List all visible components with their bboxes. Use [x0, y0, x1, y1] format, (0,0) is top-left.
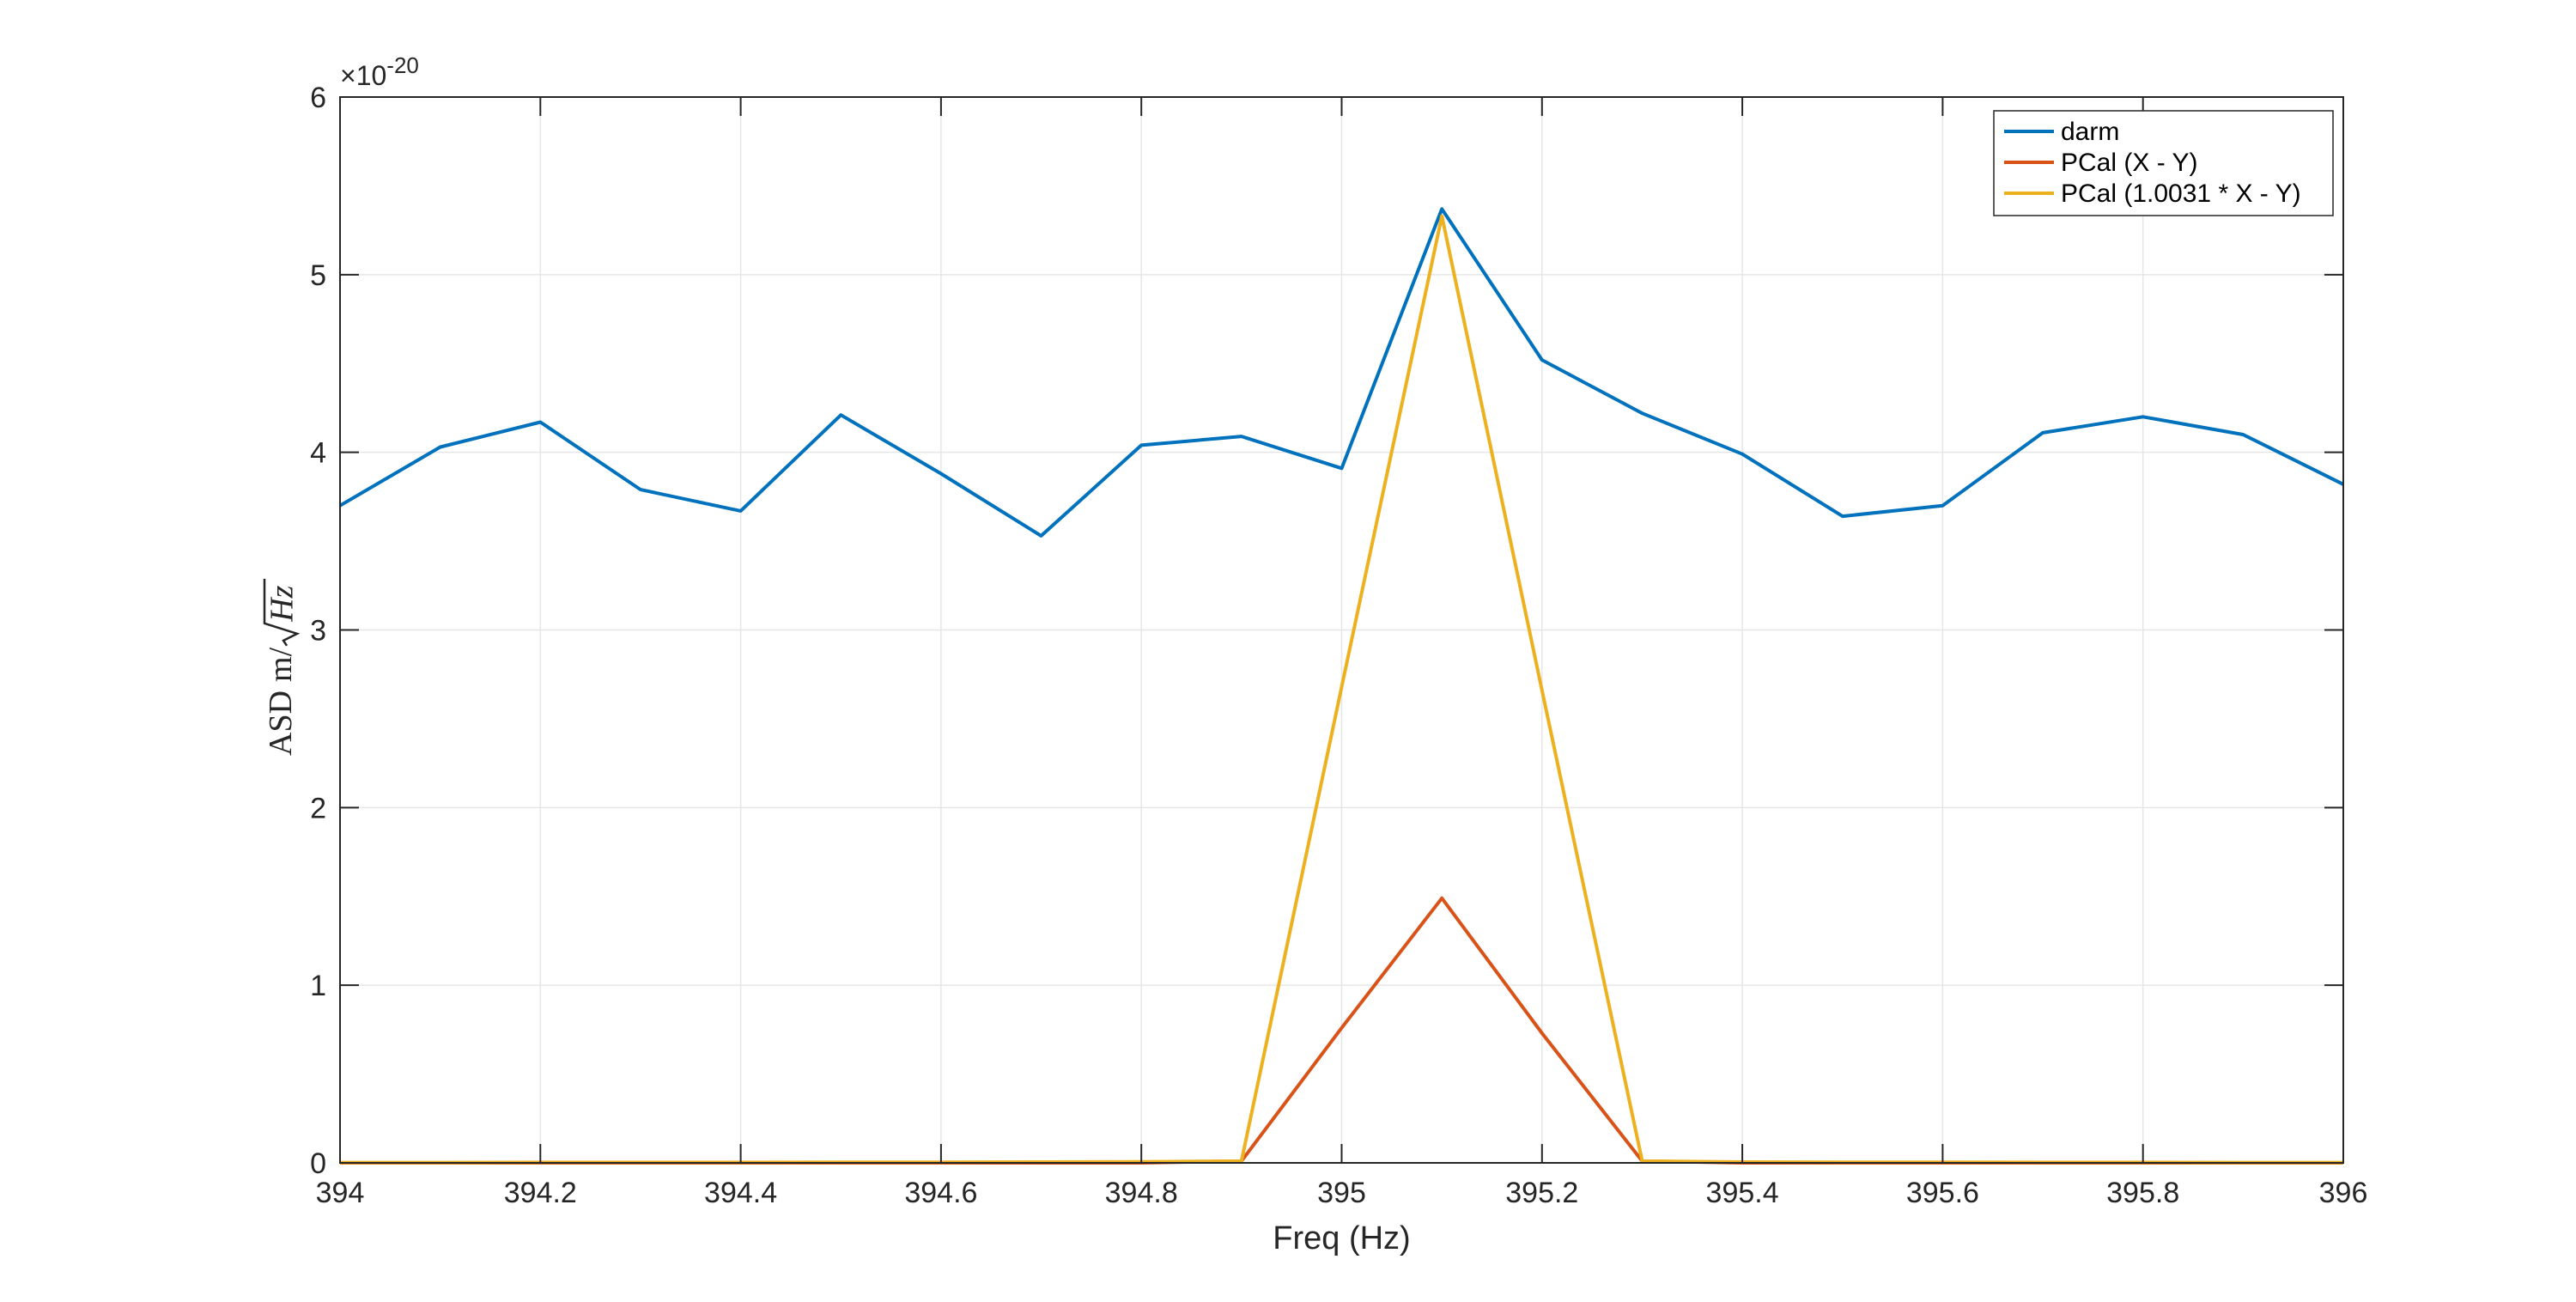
x-tick-label: 394.6: [904, 1177, 977, 1209]
y-axis-multiplier: ×10: [340, 60, 386, 91]
y-axis-exponent: ×10-20: [340, 52, 419, 91]
x-tick-label: 395: [1317, 1177, 1366, 1209]
y-tick-label: 6: [310, 82, 326, 114]
y-axis-label-unit: m/: [263, 647, 299, 682]
y-tick-label: 5: [310, 259, 326, 292]
x-tick-label: 395.8: [2106, 1177, 2179, 1209]
x-tick-label: 394.2: [504, 1177, 577, 1209]
x-tick-label: 395.2: [1505, 1177, 1578, 1209]
y-tick-label: 0: [310, 1147, 326, 1180]
x-tick-label: 394: [316, 1177, 365, 1209]
x-tick-label: 394.8: [1105, 1177, 1178, 1209]
legend-label-1: darm: [2061, 118, 2119, 146]
y-axis-label: ASD m/ Hz: [263, 578, 301, 756]
legend-label-2: PCal (X - Y): [2061, 149, 2197, 177]
x-axis-label: Freq (Hz): [1273, 1220, 1410, 1256]
legend: darm PCal (X - Y)PCal (1.0031 * X - Y): [1993, 110, 2334, 216]
x-tick-label: 394.4: [704, 1177, 777, 1209]
sqrt-symbol: [263, 578, 301, 647]
legend-label-3: PCal (1.0031 * X - Y): [2061, 179, 2301, 208]
x-tick-label: 395.4: [1706, 1177, 1779, 1209]
legend-box: [1993, 110, 2334, 216]
x-tick-label: 396: [2319, 1177, 2368, 1209]
y-tick-label: 2: [310, 792, 326, 824]
axis-ticks: [339, 96, 2344, 1164]
x-tick-label: 395.6: [1906, 1177, 1979, 1209]
y-axis-label-radicand: Hz: [264, 585, 301, 622]
y-axis-label-text: ASD m/: [263, 647, 299, 756]
y-tick-label: 4: [310, 437, 326, 470]
y-axis-label-prefix: ASD: [263, 691, 299, 756]
y-tick-label: 1: [310, 970, 326, 1002]
y-tick-label: 3: [310, 615, 326, 648]
y-axis-exponent-value: -20: [386, 52, 419, 78]
y-tick-labels: 0 1 2 3 4 5 6: [310, 82, 326, 1180]
series-line-1: [338, 207, 2344, 538]
x-tick-labels: 394 394.2 394.4 394.6 394.8 395 395.2 395.4 395.…: [316, 1177, 2368, 1209]
